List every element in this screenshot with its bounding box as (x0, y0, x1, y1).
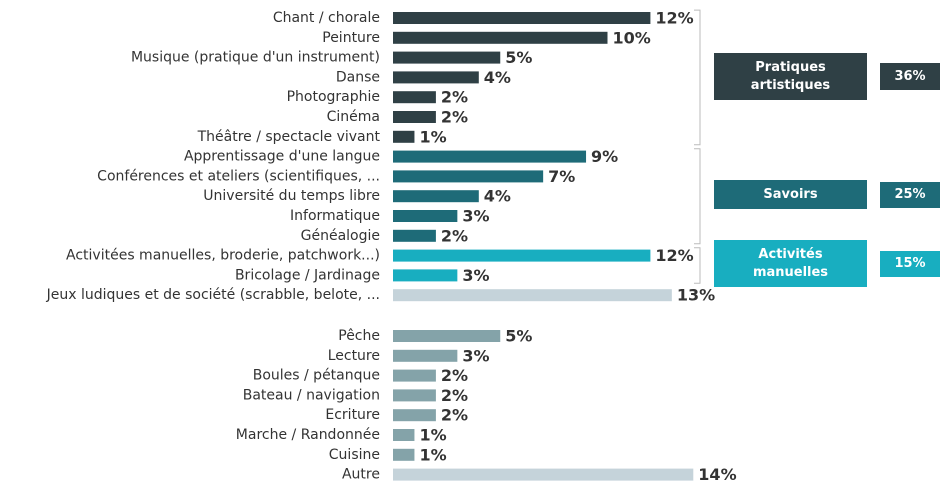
bar (393, 190, 479, 203)
category-label: Conférences et ateliers (scientifiques, … (97, 168, 380, 184)
value-label: 1% (419, 127, 446, 146)
value-label: 12% (655, 9, 693, 28)
value-label: 2% (441, 406, 468, 425)
category-label: Informatique (290, 208, 380, 224)
value-label: 4% (484, 68, 511, 87)
bar (393, 51, 501, 64)
value-label: 1% (419, 445, 446, 464)
category-label: Généalogie (301, 228, 380, 244)
category-label: Bricolage / Jardinage (235, 267, 380, 283)
category-label: Bateau / navigation (243, 387, 380, 403)
bar (393, 389, 436, 402)
category-label: Peinture (322, 30, 380, 46)
bar (393, 369, 436, 382)
value-label: 9% (591, 147, 618, 166)
value-label: 12% (655, 246, 693, 265)
bar (393, 210, 458, 222)
category-label: Musique (pratique d'un instrument) (131, 50, 380, 66)
category-label: Boules / pétanque (253, 368, 380, 384)
category-label: Activitées manuelles, broderie, patchwor… (66, 248, 380, 264)
value-label: 4% (484, 187, 511, 206)
bar (393, 229, 436, 242)
value-label: 2% (441, 226, 468, 245)
value-label: 1% (419, 426, 446, 445)
bar (393, 170, 544, 183)
value-label: 2% (441, 108, 468, 127)
bar (393, 130, 415, 143)
bar (393, 269, 458, 282)
category-label: Jeux ludiques et de société (scrabble, b… (46, 287, 380, 303)
category-label: Pêche (338, 328, 380, 344)
value-label: 2% (441, 366, 468, 385)
category-label: Danse (336, 69, 380, 85)
group-value: 25% (880, 182, 940, 208)
category-label: Ecriture (325, 407, 380, 423)
value-label: 13% (677, 286, 715, 305)
category-label: Université du temps libre (203, 188, 380, 204)
value-label: 14% (698, 465, 736, 484)
bar (393, 12, 651, 24)
bar (393, 409, 436, 422)
group-label: Activités manuelles (714, 240, 867, 287)
bar (393, 349, 458, 362)
category-label: Chant / chorale (273, 10, 380, 26)
group-bracket (694, 247, 701, 284)
value-label: 3% (462, 207, 489, 226)
bar (393, 31, 608, 44)
category-label: Cinéma (327, 109, 380, 125)
category-label: Cuisine (329, 447, 380, 463)
bar (393, 71, 479, 84)
value-label: 2% (441, 386, 468, 405)
value-label: 5% (505, 48, 532, 67)
category-label: Autre (342, 467, 380, 483)
bar (393, 249, 651, 262)
bar (393, 91, 436, 104)
category-label: Photographie (287, 89, 380, 105)
value-label: 3% (462, 266, 489, 285)
group-label: Savoirs (714, 180, 867, 209)
group-label: Pratiques artistiques (714, 53, 867, 100)
bar (393, 448, 415, 461)
bar (393, 468, 694, 481)
value-label: 2% (441, 88, 468, 107)
category-label: Lecture (328, 348, 380, 364)
group-value: 36% (880, 63, 940, 90)
bar (393, 289, 672, 302)
bar (393, 111, 436, 123)
value-label: 10% (613, 28, 651, 47)
group-bracket (694, 9, 701, 146)
value-label: 7% (548, 167, 575, 186)
bar (393, 150, 587, 163)
group-value: 15% (880, 251, 940, 277)
value-label: 5% (505, 327, 532, 346)
category-label: Théâtre / spectacle vivant (197, 129, 381, 145)
category-label: Apprentissage d'une langue (184, 149, 380, 165)
bar (393, 429, 415, 441)
category-label: Marche / Randonnée (236, 427, 380, 443)
value-label: 3% (462, 346, 489, 365)
bar (393, 330, 501, 342)
group-bracket (694, 148, 701, 245)
